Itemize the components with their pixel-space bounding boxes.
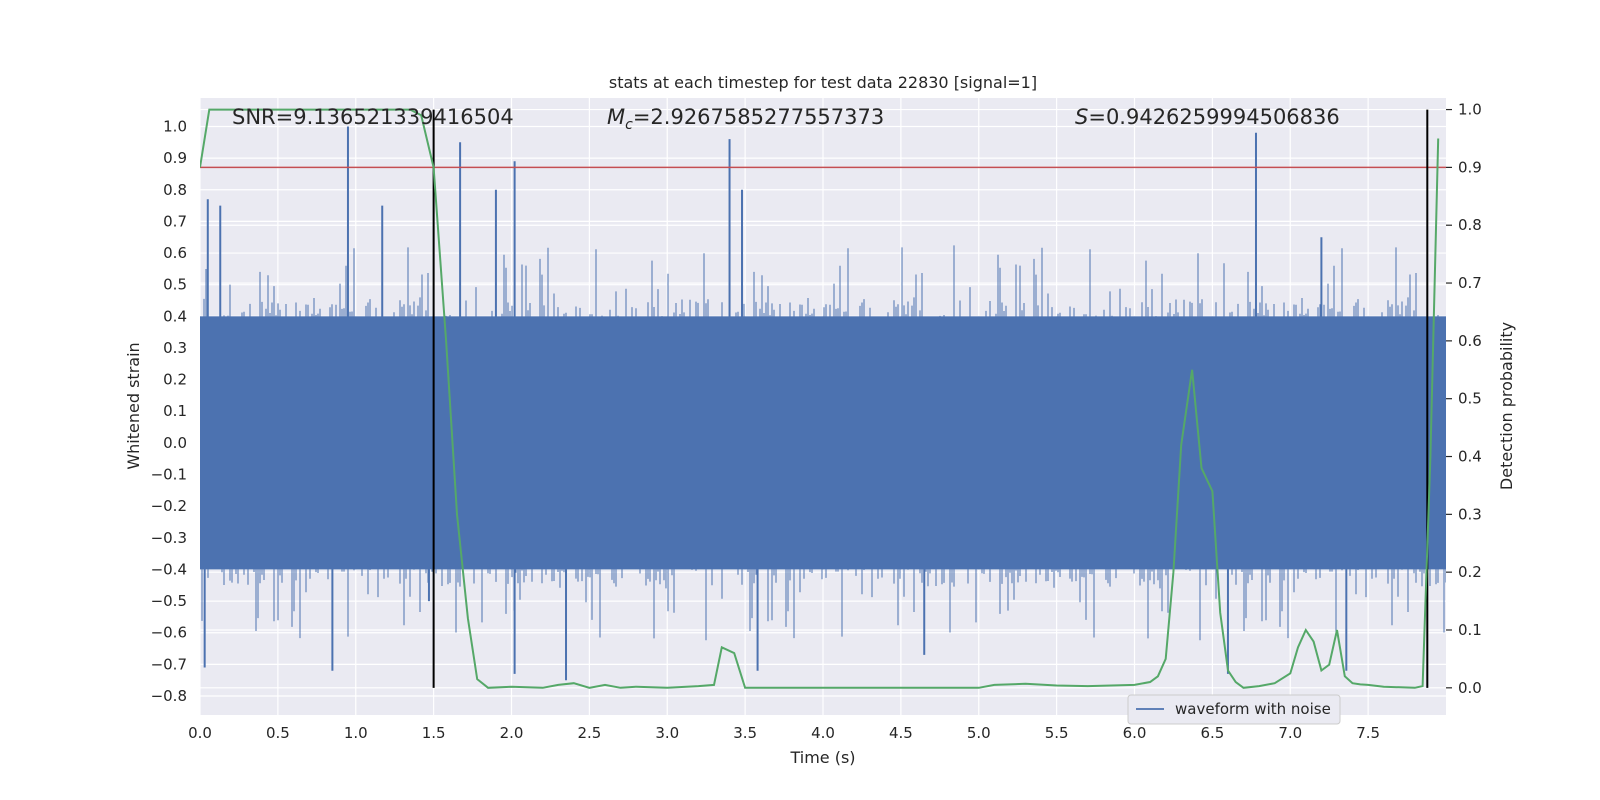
x-tick-label: 5.0 <box>967 724 991 742</box>
y-left-tick-label: 0.2 <box>163 371 187 389</box>
x-tick-label: 4.5 <box>889 724 913 742</box>
y-right-tick-label: 0.7 <box>1458 274 1482 292</box>
vertical-markers <box>432 109 1429 688</box>
y-left-tick-label: −0.6 <box>151 624 187 642</box>
y-left-tick-label: 0.1 <box>163 402 187 420</box>
chart-title: stats at each timestep for test data 228… <box>609 73 1037 92</box>
chirp-mass-annotation: Mc=2.9267585277557373 <box>607 105 884 133</box>
x-axis-label: Time (s) <box>789 748 855 767</box>
x-ticks: 0.0 0.5 1.0 1.5 2.0 2.5 3.0 3.5 4.0 4.5 5.0 5.5 6.0 6… <box>188 724 1380 742</box>
y-right-tick-label: 0.8 <box>1458 216 1482 234</box>
x-tick-label: 6.0 <box>1123 724 1147 742</box>
y-left-tick-label: 0.4 <box>163 307 187 325</box>
y-left-tick-label: 0.5 <box>163 276 187 294</box>
y-left-tick-label: 0.3 <box>163 339 187 357</box>
legend-box <box>1127 694 1341 725</box>
y-left-tick-label: −0.8 <box>151 687 187 705</box>
x-tick-label: 2.5 <box>577 724 601 742</box>
y-right-tick-label: 0.9 <box>1458 158 1482 176</box>
x-tick-label: 3.5 <box>733 724 757 742</box>
y-left-tick-label: −0.3 <box>151 529 187 547</box>
x-tick-label: 4.0 <box>811 724 835 742</box>
x-tick-label: 7.0 <box>1278 724 1302 742</box>
x-tick-label: 1.5 <box>422 724 446 742</box>
waveform-noise-edges <box>200 245 1446 641</box>
x-tick-label: 6.5 <box>1200 724 1224 742</box>
y-left-tick-label: 0.9 <box>163 149 187 167</box>
y-right-tick-label: 0.1 <box>1458 621 1482 639</box>
s-annotation: S=0.9426259994506836 <box>1075 105 1340 129</box>
snr-annotation: SNR=9.136521339416504 <box>232 105 514 129</box>
y-left-tick-label: 0.6 <box>163 244 187 262</box>
x-tick-label: 7.5 <box>1356 724 1380 742</box>
x-tick-label: 1.0 <box>344 724 368 742</box>
waveform-spikes <box>203 126 1348 681</box>
y-left-tick-label: 1.0 <box>163 117 187 135</box>
y-right-tick-label: 0.0 <box>1458 679 1482 697</box>
y-right-axis-label: Detection probability <box>1497 322 1516 490</box>
y-left-tick-label: −0.2 <box>151 497 187 515</box>
detection-probability-line <box>200 108 1440 689</box>
y-left-tick-label: 0.0 <box>163 434 187 452</box>
y-left-tick-label: 0.7 <box>163 212 187 230</box>
x-tick-label: 5.5 <box>1045 724 1069 742</box>
y-right-tick-label: 0.2 <box>1458 563 1482 581</box>
y-right-ticks: 0.0 0.1 0.2 0.3 0.4 0.5 0.6 0.7 0.8 0.9 1.0 <box>1446 101 1482 697</box>
y-left-axis-label: Whitened strain <box>124 342 143 469</box>
y-right-tick-label: 0.3 <box>1458 505 1482 523</box>
y-left-tick-label: −0.5 <box>151 592 187 610</box>
legend: waveform with noise <box>1127 694 1341 725</box>
y-right-tick-label: 1.0 <box>1458 101 1482 119</box>
y-left-tick-label: 0.8 <box>163 181 187 199</box>
y-right-tick-label: 0.5 <box>1458 390 1482 408</box>
y-left-ticks: −0.8 −0.7 −0.6 −0.5 −0.4 −0.3 −0.2 −0.1 0.0 0.1 0.… <box>151 117 187 705</box>
x-tick-label: 2.0 <box>500 724 524 742</box>
legend-label: waveform with noise <box>1175 700 1331 718</box>
x-tick-label: 0.0 <box>188 724 212 742</box>
x-tick-label: 0.5 <box>266 724 290 742</box>
y-left-tick-label: −0.4 <box>151 560 187 578</box>
y-left-tick-label: −0.1 <box>151 466 187 484</box>
y-left-tick-label: −0.7 <box>151 655 187 673</box>
x-tick-label: 3.0 <box>655 724 679 742</box>
y-right-tick-label: 0.4 <box>1458 448 1482 466</box>
waveform-noise-band <box>200 316 1446 570</box>
y-right-tick-label: 0.6 <box>1458 332 1482 350</box>
